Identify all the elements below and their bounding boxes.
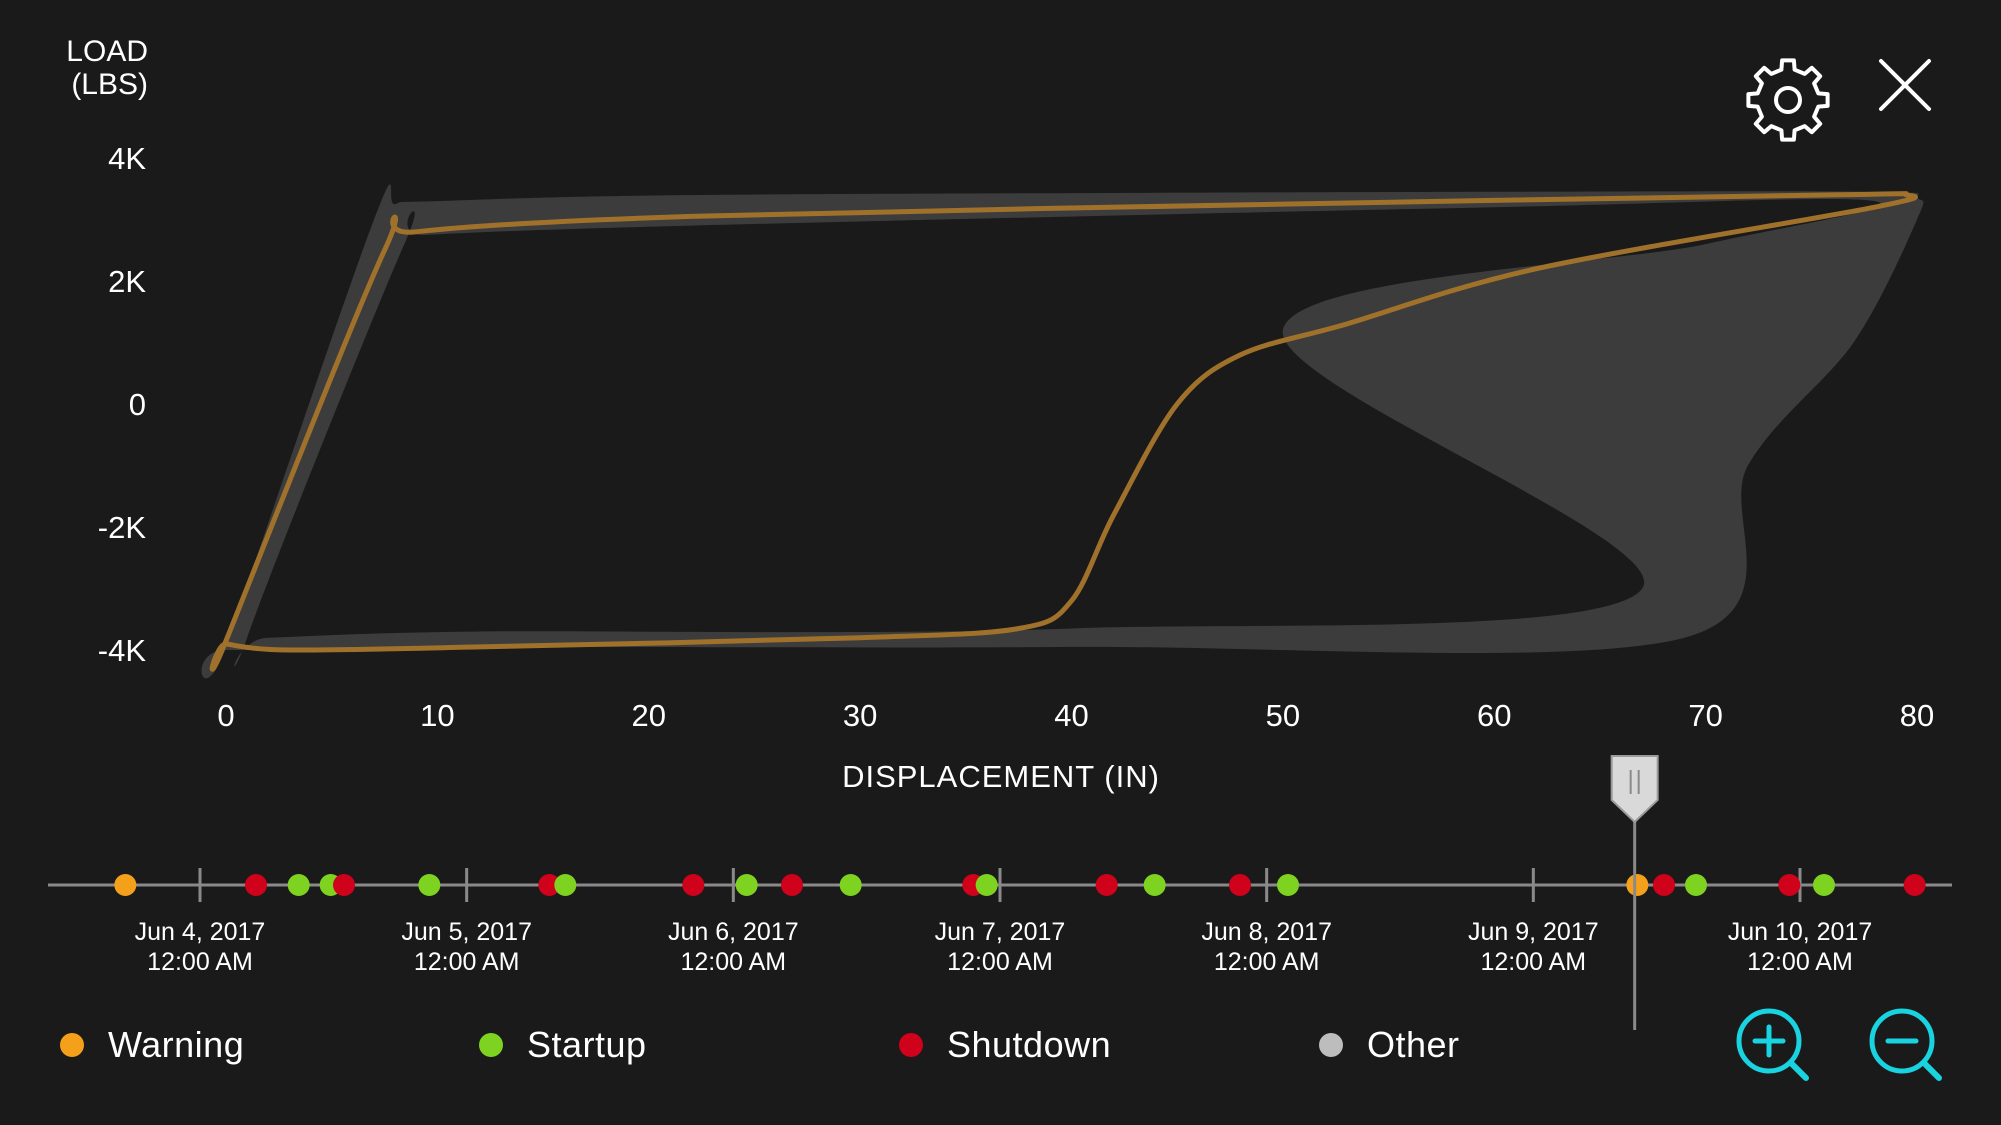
timeline-event-startup[interactable] (839, 874, 862, 896)
legend-item-startup[interactable]: Startup (479, 990, 647, 1100)
timeline-time: 12:00 AM (414, 948, 520, 976)
y-axis-label-line: (LBS) (71, 68, 148, 101)
y-tick-label: -4K (98, 633, 147, 668)
legend-item-shutdown[interactable]: Shutdown (899, 990, 1111, 1100)
x-tick-label: 50 (1266, 698, 1300, 733)
timeline-event-shutdown[interactable] (1653, 874, 1675, 896)
y-tick-label: 4K (108, 141, 146, 176)
timeline-event-warning[interactable] (114, 874, 137, 896)
timeline-event-shutdown[interactable] (1095, 874, 1118, 896)
timeline-event-startup[interactable] (1277, 874, 1299, 896)
timeline-event-shutdown[interactable] (538, 874, 561, 896)
dynamometer-card-curve (209, 191, 1918, 672)
y-tick-label: 2K (108, 264, 146, 299)
timeline-time: 12:00 AM (1747, 948, 1853, 976)
y-axis-ticks: 4K 2K 0 -2K -4K (98, 141, 147, 668)
x-tick-label: 40 (1054, 698, 1088, 733)
timeline-event-startup[interactable] (418, 874, 441, 896)
y-tick-label: -2K (98, 510, 147, 545)
timeline-date: Jun 4, 2017 (135, 918, 266, 946)
timeline-date: Jun 8, 2017 (1201, 918, 1332, 946)
legend-item-warning[interactable]: Warning (60, 990, 244, 1100)
timeline-event-startup[interactable] (287, 874, 310, 896)
load-envelope-band (201, 184, 1924, 679)
x-tick-label: 0 (217, 698, 234, 733)
timeline-time: 12:00 AM (1481, 948, 1587, 976)
timeline-time: 12:00 AM (947, 948, 1053, 976)
legend-item-other[interactable]: Other (1319, 990, 1460, 1100)
timeline-event-warning[interactable] (1626, 874, 1649, 896)
timeline-event-startup[interactable] (1143, 874, 1166, 896)
x-tick-label: 60 (1477, 698, 1511, 733)
timeline-time: 12:00 AM (681, 948, 787, 976)
timeline-event-startup[interactable] (975, 874, 998, 896)
y-axis-label-line: LOAD (66, 35, 148, 68)
zoom-out-icon[interactable] (1866, 1005, 1946, 1085)
timeline-event-shutdown[interactable] (1903, 874, 1926, 896)
x-tick-label: 20 (632, 698, 666, 733)
legend-label: Shutdown (947, 1024, 1112, 1065)
x-tick-label: 30 (843, 698, 877, 733)
timeline-date: Jun 10, 2017 (1728, 918, 1873, 946)
timeline-date: Jun 9, 2017 (1468, 918, 1599, 946)
timeline-event-startup[interactable] (1813, 874, 1835, 896)
timeline-playhead[interactable] (1610, 755, 1659, 1030)
close-icon[interactable] (1875, 55, 1935, 115)
y-tick-label: 0 (129, 387, 146, 422)
x-tick-label: 80 (1900, 698, 1934, 733)
x-tick-label: 70 (1688, 698, 1722, 733)
legend-label: Warning (108, 1024, 245, 1065)
timeline-time: 12:00 AM (1214, 948, 1320, 976)
timeline-event-shutdown[interactable] (333, 874, 355, 896)
timeline-event-shutdown[interactable] (1229, 874, 1251, 896)
timeline-time: 12:00 AM (147, 948, 253, 976)
x-axis-label: DISPLACEMENT (IN) (842, 759, 1160, 794)
y-axis-label: LOAD(LBS) (66, 35, 148, 101)
x-axis-ticks: 0 10 20 30 40 50 60 70 80 (217, 698, 1934, 733)
timeline-event-startup[interactable] (735, 874, 758, 896)
legend-dot-shutdown (899, 1033, 923, 1057)
timeline-event-shutdown[interactable] (781, 874, 803, 896)
legend-dot-startup (479, 1033, 503, 1057)
timeline-date: Jun 7, 2017 (935, 918, 1066, 946)
legend-label: Startup (527, 1024, 647, 1065)
pause-handle-icon[interactable] (1610, 755, 1659, 824)
timeline-event-shutdown[interactable] (1778, 874, 1801, 896)
timeline-event-startup[interactable] (554, 874, 577, 896)
x-tick-label: 10 (420, 698, 454, 733)
timeline-date: Jun 5, 2017 (401, 918, 532, 946)
event-legend: Warning Startup Shutdown Other (0, 990, 1700, 1100)
gear-icon[interactable] (1733, 45, 1843, 155)
timeline-date: Jun 6, 2017 (668, 918, 799, 946)
legend-label: Other (1367, 1024, 1460, 1065)
timeline-event-shutdown[interactable] (682, 874, 705, 896)
legend-dot-other (1319, 1033, 1343, 1057)
timeline-event-startup[interactable] (1685, 874, 1707, 896)
timeline-event-shutdown[interactable] (245, 874, 267, 896)
zoom-in-icon[interactable] (1733, 1005, 1813, 1085)
legend-dot-warning (60, 1033, 84, 1057)
timeline-events (114, 874, 1926, 896)
